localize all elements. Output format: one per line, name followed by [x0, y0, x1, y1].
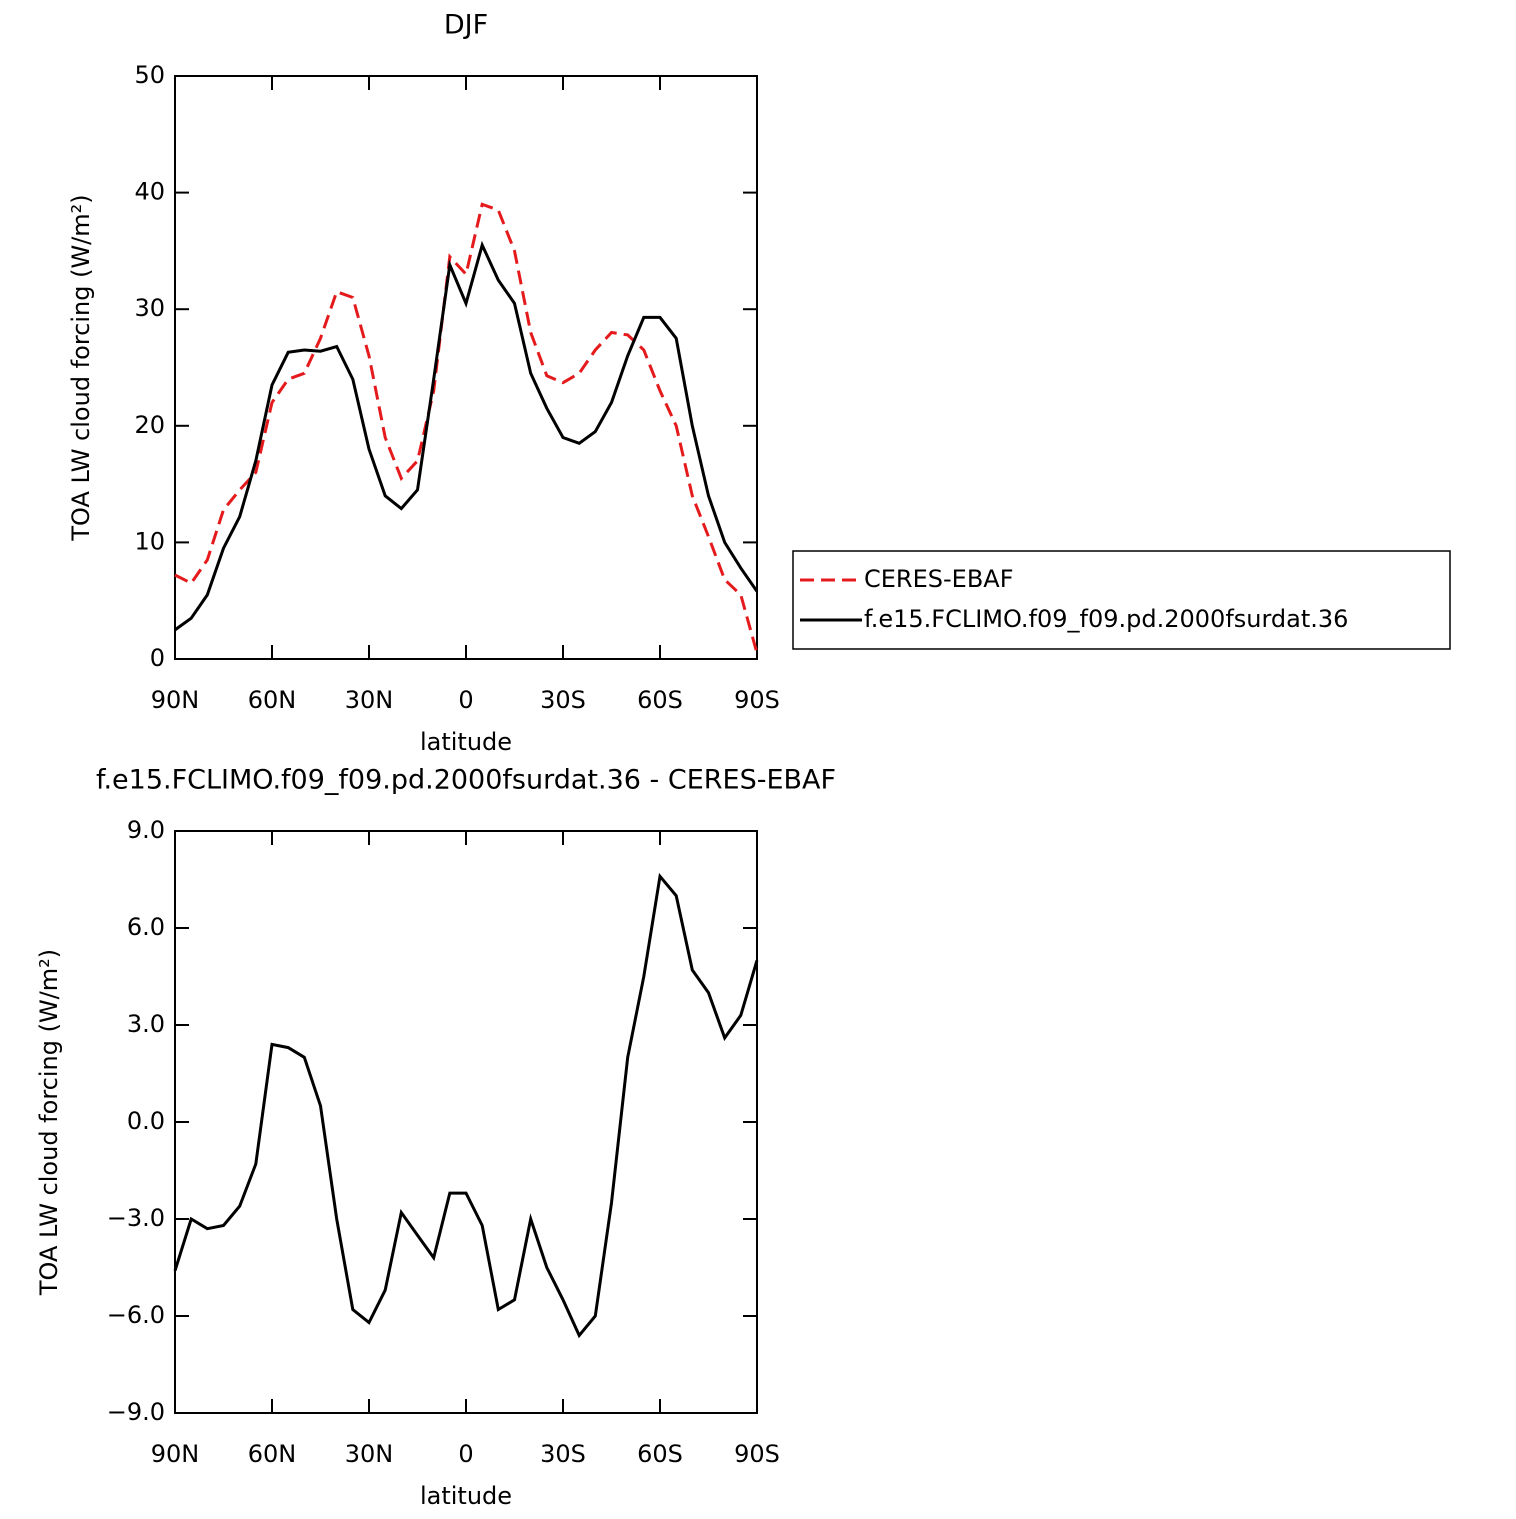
data-line [174, 202, 759, 654]
x-tick-label: 30N [345, 686, 394, 714]
x-tick-label: 30N [345, 1440, 394, 1468]
x-tick-label: 60S [637, 1440, 683, 1468]
x-axis-label: latitude [420, 728, 512, 756]
y-tick-label: −3.0 [107, 1204, 165, 1232]
y-tick-label: −6.0 [107, 1301, 165, 1329]
x-tick-label: 30S [540, 686, 586, 714]
x-tick-label: 90S [734, 686, 780, 714]
y-tick-label: 0 [150, 644, 165, 672]
x-tick-label: 60N [248, 686, 297, 714]
y-tick-label: 3.0 [127, 1010, 165, 1038]
x-tick-label: 90N [151, 1440, 200, 1468]
legend-label: f.e15.FCLIMO.f09_f09.pd.2000fsurdat.36 [864, 605, 1348, 633]
x-tick-label: 60S [637, 686, 683, 714]
x-tick-label: 90S [734, 1440, 780, 1468]
y-tick-label: 10 [134, 527, 165, 555]
data-line [174, 240, 759, 632]
legend-box [792, 550, 1451, 650]
plot-frame [174, 75, 758, 660]
chart-title: f.e15.FCLIMO.f09_f09.pd.2000fsurdat.36 -… [96, 765, 836, 796]
y-tick-label: −9.0 [107, 1398, 165, 1426]
y-tick-label: 40 [134, 178, 165, 206]
y-tick-label: 50 [134, 61, 165, 89]
chart-title: DJF [444, 10, 488, 41]
x-tick-label: 60N [248, 1440, 297, 1468]
x-axis-label: latitude [420, 1482, 512, 1510]
y-tick-label: 0.0 [127, 1107, 165, 1135]
y-tick-label: 30 [134, 294, 165, 322]
data-line [173, 872, 759, 1339]
x-tick-label: 90N [151, 686, 200, 714]
x-tick-label: 30S [540, 1440, 586, 1468]
legend-label: CERES-EBAF [864, 565, 1014, 593]
y-axis-label: TOA LW cloud forcing (W/m²) [35, 949, 63, 1296]
y-tick-label: 20 [134, 411, 165, 439]
y-tick-label: 6.0 [127, 913, 165, 941]
x-tick-label: 0 [458, 1440, 473, 1468]
y-axis-label: TOA LW cloud forcing (W/m²) [67, 194, 95, 541]
y-tick-label: 9.0 [127, 816, 165, 844]
x-tick-label: 0 [458, 686, 473, 714]
